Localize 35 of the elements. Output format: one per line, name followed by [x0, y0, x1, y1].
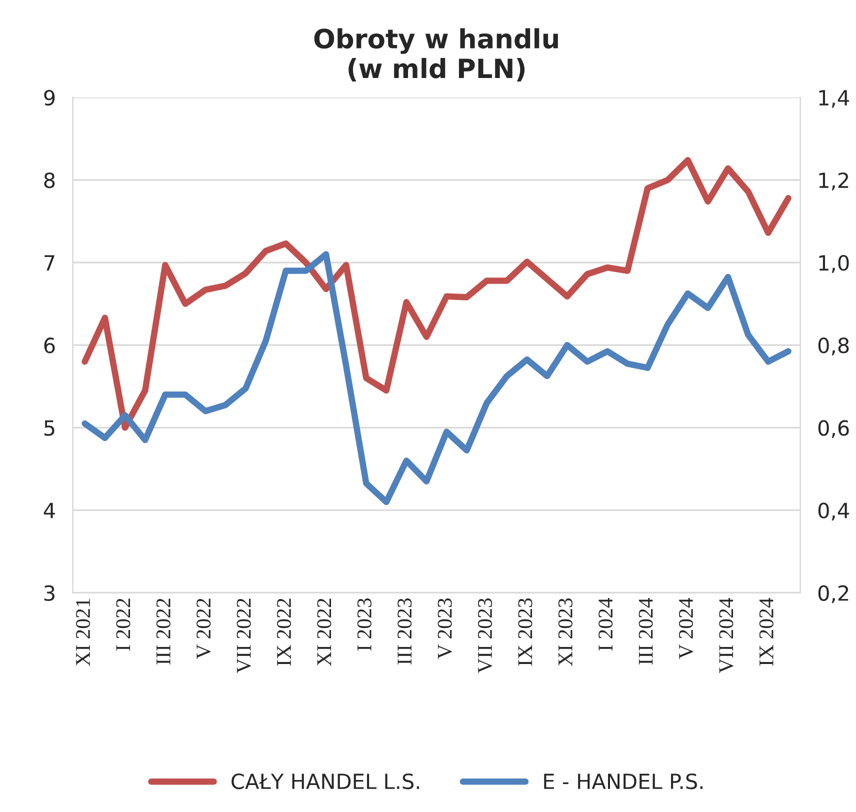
y2-tick-label: 1,0 [819, 255, 849, 273]
x-tick-label: IX 2023 [518, 598, 532, 666]
x-tick-label: V 2024 [678, 598, 694, 659]
legend-label: CAŁY HANDEL L.S. [232, 773, 420, 790]
chart-title: Obroty w handlu (w mld PLN) [314, 28, 558, 82]
y2-tick-label: 0,4 [818, 502, 849, 521]
x-tick-label: V 2022 [196, 598, 211, 659]
x-tick-label: V 2023 [438, 598, 452, 659]
x-tick-label: IX 2024 [759, 598, 774, 666]
x-tick-label: I 2024 [598, 598, 613, 651]
x-tick-label: I 2023 [357, 598, 372, 651]
y-tick-label: 7 [44, 255, 54, 270]
y-tick-label: 9 [44, 90, 55, 106]
y-tick-label: 8 [44, 172, 55, 188]
y-tick-label: 3 [44, 585, 54, 601]
x-tick-label: I 2022 [116, 598, 130, 651]
x-tick-label: VII 2024 [719, 598, 734, 674]
y2-tick-label: 1,2 [819, 172, 848, 190]
y2-tick-label: 0,6 [818, 420, 849, 438]
x-tick-label: IX 2022 [276, 598, 292, 666]
x-tick-label: III 2022 [156, 598, 170, 665]
y-tick-label: 5 [44, 420, 54, 436]
x-tick-label: III 2023 [398, 598, 412, 665]
x-tick-label: XI 2021 [76, 598, 90, 666]
x-tick-label: VII 2023 [478, 598, 492, 674]
y-tick-label: 6 [44, 338, 55, 354]
y2-tick-label: 1,4 [819, 90, 849, 108]
x-tick-label: III 2024 [638, 598, 653, 665]
y2-tick-label: 0,2 [818, 585, 848, 604]
y-tick-label: 4 [44, 502, 55, 518]
x-tick-label: XI 2023 [558, 598, 572, 666]
x-tick-label: VII 2022 [236, 598, 251, 674]
x-tick-label: XI 2022 [317, 598, 332, 666]
legend-label: E - HANDEL P.S. [544, 773, 703, 790]
y2-tick-label: 0,8 [818, 338, 849, 356]
